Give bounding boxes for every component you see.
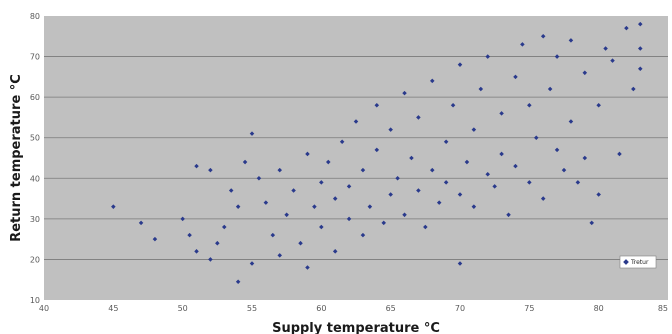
data-point	[256, 176, 262, 181]
y-tick-label: 40	[30, 174, 40, 183]
data-point	[332, 196, 338, 201]
y-tick-label: 70	[30, 53, 40, 62]
data-point	[319, 180, 324, 185]
x-tick-label: 85	[658, 304, 668, 313]
plot-area	[44, 16, 668, 300]
y-tick-label: 10	[30, 296, 40, 305]
x-tick-label: 50	[178, 304, 188, 313]
data-point	[305, 265, 310, 270]
y-tick-label: 80	[30, 12, 40, 21]
y-tick-label: 20	[30, 255, 40, 264]
y-tick-label: 30	[30, 215, 40, 224]
y-axis-ticks: 10 20 30 40 50 60 70 80	[30, 12, 40, 305]
data-point	[339, 139, 345, 145]
x-axis-label: Supply temperature °C	[272, 321, 440, 334]
data-point	[249, 261, 255, 266]
data-point	[111, 204, 116, 209]
legend-box	[619, 255, 657, 269]
data-point	[388, 192, 393, 197]
data-point	[360, 167, 366, 173]
data-point	[291, 188, 296, 193]
data-point	[478, 86, 484, 92]
legend: Tretur	[619, 255, 657, 269]
data-point	[457, 261, 463, 266]
data-point	[284, 212, 289, 218]
data-point	[270, 232, 276, 238]
data-point	[374, 147, 380, 153]
x-tick-label: 80	[594, 304, 604, 313]
data-point	[464, 159, 470, 165]
data-point	[388, 127, 393, 132]
data-point	[374, 102, 380, 108]
y-tick-label: 50	[30, 134, 40, 143]
data-point	[443, 139, 449, 145]
data-point	[277, 253, 282, 258]
data-point	[457, 192, 463, 197]
data-point	[360, 232, 366, 238]
y-tick-label: 60	[30, 93, 40, 102]
data-point	[443, 180, 449, 185]
data-point	[492, 184, 497, 189]
y-axis-label: Return temperature °C	[9, 74, 24, 242]
x-tick-label: 65	[386, 304, 396, 313]
x-tick-label: 55	[247, 304, 257, 313]
x-tick-label: 45	[108, 304, 118, 313]
data-point	[416, 188, 421, 193]
x-tick-label: 60	[316, 304, 326, 313]
x-tick-label: 70	[455, 304, 465, 313]
legend-marker	[623, 259, 629, 265]
x-axis-ticks: 40 45 50 55 60 65 70 75 80 85	[39, 304, 668, 313]
data-point	[298, 240, 303, 246]
x-tick-label: 75	[524, 304, 534, 313]
legend-label: Tretur	[630, 259, 649, 266]
x-tick-label: 40	[39, 304, 49, 313]
data-point	[346, 184, 352, 189]
grid-lines	[44, 56, 668, 260]
